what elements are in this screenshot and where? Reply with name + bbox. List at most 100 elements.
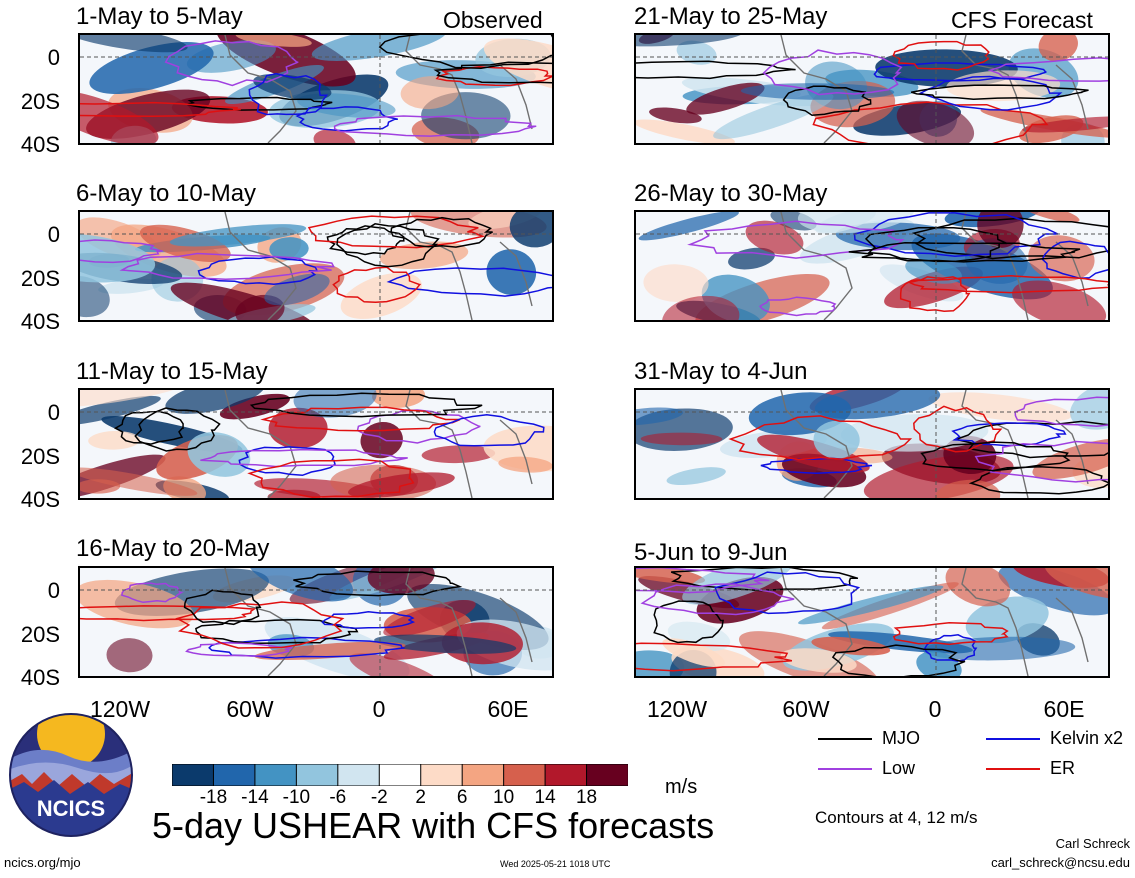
wave-contour xyxy=(293,570,463,597)
shear-anomaly-blob xyxy=(713,93,834,140)
x-tick-label: 0 xyxy=(372,696,386,722)
map-panel-2 xyxy=(78,210,554,322)
shear-anomaly-blob xyxy=(254,641,406,661)
shear-anomaly-blob xyxy=(745,220,804,255)
shear-anomaly-blob xyxy=(1012,280,1107,320)
shear-anomaly-blob xyxy=(1032,438,1108,480)
shear-anomaly-blob xyxy=(245,568,354,602)
legend-item-kelvin: Kelvin x2 xyxy=(986,728,1123,749)
shear-anomaly-blob xyxy=(638,212,739,241)
shear-anomaly-blob xyxy=(896,100,975,143)
shear-anomaly-blob xyxy=(89,42,214,94)
wave-contour xyxy=(892,622,1009,646)
y-tick-label: 40S xyxy=(20,487,60,512)
wave-contour xyxy=(782,85,872,116)
y-tick-label: 0 xyxy=(47,400,60,425)
shear-anomaly-blob xyxy=(780,648,857,673)
wave-contour xyxy=(918,75,1063,111)
shear-anomaly-blob xyxy=(165,390,265,414)
wave-contour xyxy=(924,634,978,662)
shear-anomaly-blob xyxy=(840,414,989,452)
y-tick-label: 40S xyxy=(20,665,60,690)
wave-contour xyxy=(356,409,481,444)
map-panel-3 xyxy=(78,388,554,500)
observed-label: Observed xyxy=(443,7,543,33)
wave-contour xyxy=(119,252,335,281)
panel-title-5: 21-May to 25-May xyxy=(634,3,828,30)
wave-contour xyxy=(378,35,552,70)
wave-contour xyxy=(197,255,319,285)
shear-anomaly-blob xyxy=(740,83,895,100)
wave-contour xyxy=(920,441,1071,472)
wave-contour xyxy=(687,220,905,259)
map-panel-4 xyxy=(78,566,554,678)
colorbar-bin xyxy=(172,764,215,786)
x-tick-label: 120W xyxy=(646,696,708,722)
footer-email[interactable]: carl_schreck@ncsu.edu xyxy=(991,855,1130,870)
shear-anomaly-blob xyxy=(815,212,876,234)
colorbar-bin xyxy=(337,764,381,786)
shear-anomaly-blob xyxy=(636,407,684,426)
x-tick-label: 60E xyxy=(1043,696,1085,722)
shear-anomaly-blob xyxy=(509,212,552,248)
colorbar-bin xyxy=(254,764,298,786)
wave-contour xyxy=(80,239,163,264)
colorbar-bin xyxy=(586,764,628,786)
wave-contour xyxy=(200,448,408,468)
colorbar-tick-label: -6 xyxy=(329,787,347,808)
shear-anomaly-blob xyxy=(80,233,156,283)
wave-contour xyxy=(907,275,1108,294)
shear-anomaly-blob xyxy=(757,434,870,473)
colorbar-bin xyxy=(378,764,422,786)
y-tick-label: 0 xyxy=(47,578,60,603)
shear-anomaly-blob xyxy=(80,390,189,407)
wave-contour xyxy=(113,411,184,445)
wave-contour xyxy=(911,217,1108,260)
wave-contour xyxy=(873,62,1047,82)
y-tick-label: 20S xyxy=(20,89,60,114)
legend-label-kelvin: Kelvin x2 xyxy=(1050,728,1124,748)
shear-anomaly-blob xyxy=(928,392,1072,423)
wave-contour xyxy=(321,610,416,629)
coastline xyxy=(224,568,533,676)
shear-anomaly-blob xyxy=(80,395,161,426)
shear-anomaly-blob xyxy=(400,76,459,110)
wave-contour xyxy=(248,72,329,116)
shear-anomaly-blob xyxy=(977,212,1024,248)
shear-anomaly-blob xyxy=(483,38,552,95)
shear-anomaly-blob xyxy=(349,653,446,676)
shear-anomaly-blob xyxy=(187,432,251,477)
wave-contour xyxy=(326,225,405,256)
coastline xyxy=(224,390,533,498)
shear-anomaly-blob xyxy=(80,90,159,143)
wave-contour xyxy=(195,618,359,645)
shear-anomaly-blob xyxy=(666,467,726,486)
shear-anomaly-blob xyxy=(88,430,141,450)
colorbar-tick-label: -10 xyxy=(282,787,311,808)
wave-contour xyxy=(636,60,796,80)
logo-text: NCICS xyxy=(37,796,105,821)
wave-contour xyxy=(247,458,415,498)
shear-anomaly-blob xyxy=(643,264,709,302)
colorbar-bin xyxy=(420,764,463,786)
shear-anomaly-blob xyxy=(80,479,121,494)
wave-contour xyxy=(853,212,1059,258)
panel-title-3: 11-May to 15-May xyxy=(76,358,268,385)
shear-anomaly-blob xyxy=(486,249,537,295)
wave-contour xyxy=(386,267,552,297)
wave-contour xyxy=(762,49,903,96)
shear-anomaly-blob xyxy=(297,93,396,118)
shear-anomaly-blob xyxy=(636,650,685,676)
units-label: m/s xyxy=(665,776,698,798)
wave-contour xyxy=(332,266,422,304)
shear-anomaly-blob xyxy=(106,638,153,673)
shear-anomaly-blob xyxy=(80,579,194,629)
wave-contour xyxy=(433,413,545,447)
colorbar-tick-label: 2 xyxy=(415,787,427,808)
shear-anomaly-blob xyxy=(662,295,740,320)
wave-contour xyxy=(670,568,859,592)
shear-anomaly-blob xyxy=(798,585,944,625)
shear-anomaly-blob xyxy=(636,119,735,143)
footer-url[interactable]: ncics.org/mjo xyxy=(4,855,81,870)
colorbar-tick-label: 18 xyxy=(575,787,598,808)
